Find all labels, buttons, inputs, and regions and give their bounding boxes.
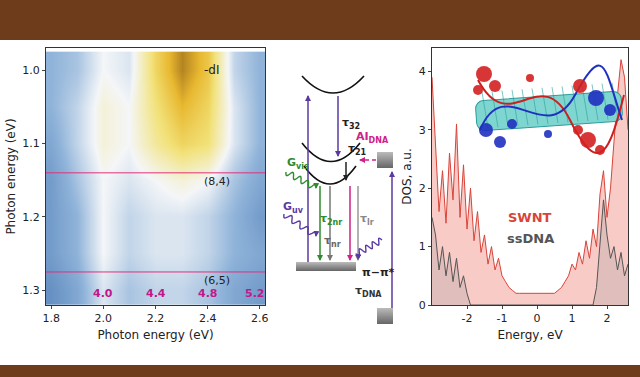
svg-text:4.8: 4.8 — [198, 287, 218, 300]
svg-text:1.0: 1.0 — [22, 64, 40, 77]
svg-text:-dI: -dI — [204, 63, 220, 77]
svg-text:4.0: 4.0 — [93, 287, 113, 300]
svg-text:τDNA: τDNA — [355, 284, 382, 299]
svg-text:Photon energy (eV): Photon energy (eV) — [4, 118, 18, 234]
svg-text:1.1: 1.1 — [22, 137, 40, 150]
svg-text:2.4: 2.4 — [199, 312, 217, 325]
svg-text:Energy, eV: Energy, eV — [497, 328, 563, 342]
svg-text:Photon energy (eV): Photon energy (eV) — [97, 328, 213, 342]
svg-text:4: 4 — [419, 65, 426, 78]
svg-text:2.2: 2.2 — [147, 312, 165, 325]
svg-text:τ32: τ32 — [342, 116, 360, 131]
svg-text:2.6: 2.6 — [251, 312, 269, 325]
svg-text:2: 2 — [604, 312, 611, 325]
svg-text:0: 0 — [534, 312, 541, 325]
svg-text:τ2nr: τ2nr — [320, 212, 342, 227]
svg-text:AIDNA: AIDNA — [356, 130, 389, 145]
svg-text:3: 3 — [419, 124, 426, 137]
svg-text:1.8: 1.8 — [42, 312, 60, 325]
svg-text:-2: -2 — [462, 312, 473, 325]
svg-text:0: 0 — [419, 299, 426, 312]
svg-text:τ21: τ21 — [348, 142, 367, 157]
svg-text:DOS, a.u.: DOS, a.u. — [400, 148, 414, 205]
svg-text:(8,4): (8,4) — [204, 175, 230, 188]
svg-text:2.0: 2.0 — [95, 312, 113, 325]
svg-text:1: 1 — [419, 240, 426, 253]
svg-text:-1: -1 — [497, 312, 508, 325]
svg-text:SWNT: SWNT — [508, 210, 552, 225]
svg-text:τnr: τnr — [324, 234, 341, 249]
svg-text:1.2: 1.2 — [22, 211, 40, 224]
svg-text:τlr: τlr — [360, 212, 374, 227]
svg-text:(6,5): (6,5) — [204, 274, 230, 287]
svg-text:1: 1 — [569, 312, 576, 325]
svg-text:4.4: 4.4 — [146, 287, 166, 300]
svg-text:1.3: 1.3 — [22, 284, 40, 297]
svg-text:2: 2 — [419, 182, 426, 195]
svg-text:5.2: 5.2 — [245, 287, 265, 300]
svg-text:Gvis: Gvis — [287, 156, 309, 171]
svg-text:π−π*: π−π* — [362, 266, 395, 279]
svg-text:Guv: Guv — [283, 200, 304, 215]
svg-text:ssDNA: ssDNA — [507, 231, 554, 246]
